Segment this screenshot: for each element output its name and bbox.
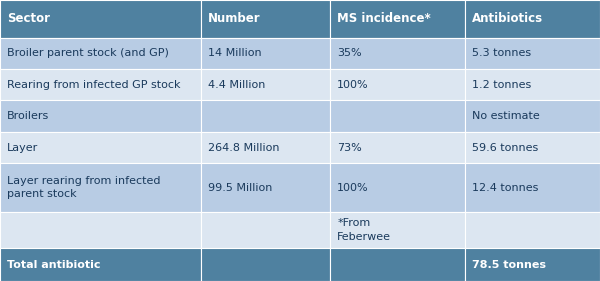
Text: 100%: 100%	[337, 80, 369, 90]
Text: 12.4 tonnes: 12.4 tonnes	[472, 183, 539, 192]
Bar	[330, 163, 465, 212]
Text: Broilers: Broilers	[7, 111, 49, 121]
Text: 78.5 tonnes: 78.5 tonnes	[472, 260, 546, 269]
Bar	[465, 163, 600, 212]
Bar	[0, 101, 201, 132]
Bar	[330, 212, 465, 248]
Bar	[330, 69, 465, 101]
Bar	[465, 0, 600, 38]
Bar	[330, 0, 465, 38]
Text: Broiler parent stock (and GP): Broiler parent stock (and GP)	[7, 48, 169, 58]
Bar	[201, 132, 330, 163]
Bar	[465, 69, 600, 101]
Bar	[0, 163, 201, 212]
Bar	[0, 248, 201, 281]
Bar	[330, 101, 465, 132]
Text: Layer: Layer	[7, 142, 38, 153]
Text: Rearing from infected GP stock: Rearing from infected GP stock	[7, 80, 181, 90]
Bar	[330, 132, 465, 163]
Bar	[0, 132, 201, 163]
Text: 1.2 tonnes: 1.2 tonnes	[472, 80, 532, 90]
Text: 4.4 Million: 4.4 Million	[208, 80, 266, 90]
Bar	[201, 0, 330, 38]
Bar	[0, 0, 201, 38]
Text: 59.6 tonnes: 59.6 tonnes	[472, 142, 538, 153]
Bar	[330, 248, 465, 281]
Text: Total antibiotic: Total antibiotic	[7, 260, 101, 269]
Text: Antibiotics: Antibiotics	[472, 12, 544, 25]
Text: MS incidence*: MS incidence*	[337, 12, 431, 25]
Bar	[0, 212, 201, 248]
Bar	[201, 38, 330, 69]
Bar	[465, 132, 600, 163]
Text: 99.5 Million: 99.5 Million	[208, 183, 272, 192]
Bar	[465, 248, 600, 281]
Bar	[201, 69, 330, 101]
Bar	[0, 69, 201, 101]
Bar	[201, 248, 330, 281]
Text: 14 Million: 14 Million	[208, 48, 262, 58]
Text: 73%: 73%	[337, 142, 362, 153]
Bar	[465, 101, 600, 132]
Text: Sector: Sector	[7, 12, 50, 25]
Text: *From
Feberwee: *From Feberwee	[337, 218, 391, 242]
Bar	[0, 38, 201, 69]
Text: 5.3 tonnes: 5.3 tonnes	[472, 48, 532, 58]
Text: 264.8 Million: 264.8 Million	[208, 142, 280, 153]
Text: 100%: 100%	[337, 183, 369, 192]
Text: Number: Number	[208, 12, 261, 25]
Bar	[201, 163, 330, 212]
Bar	[465, 212, 600, 248]
Text: No estimate: No estimate	[472, 111, 540, 121]
Bar	[330, 38, 465, 69]
Bar	[465, 38, 600, 69]
Text: 35%: 35%	[337, 48, 362, 58]
Bar	[201, 212, 330, 248]
Bar	[201, 101, 330, 132]
Text: Layer rearing from infected
parent stock: Layer rearing from infected parent stock	[7, 176, 161, 199]
